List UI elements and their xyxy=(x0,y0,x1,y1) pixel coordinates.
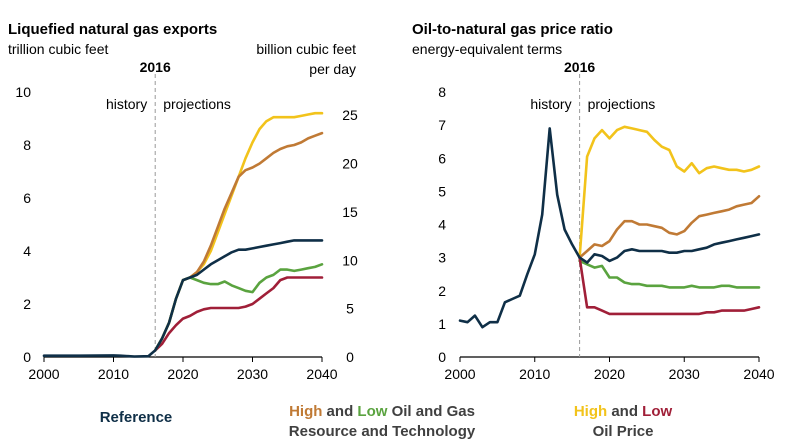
left-x-tick-label: 2000 xyxy=(28,366,59,382)
left-x-tick-label: 2040 xyxy=(306,366,337,382)
left-chart-title: Liquefied natural gas exports xyxy=(8,21,217,38)
left-y-right-tick-label: 0 xyxy=(346,349,354,365)
left-y-tick-label: 6 xyxy=(23,190,31,206)
legend-price-line1: High and Low xyxy=(548,402,698,422)
legend-resource-rest: Oil and Gas xyxy=(387,403,475,420)
right-history-label: history xyxy=(530,96,571,112)
left-series-low_price xyxy=(153,276,324,352)
right-chart-title: Oil-to-natural gas price ratio xyxy=(412,21,613,38)
left-divider-year: 2016 xyxy=(140,59,171,75)
left-projections-label: projections xyxy=(163,96,231,112)
legend-price-low: Low xyxy=(642,403,673,420)
right-x-tick-label: 2020 xyxy=(594,366,625,382)
legend-resource: High and Low Oil and Gas Resource and Te… xyxy=(262,402,502,442)
left-series-high_resource xyxy=(153,131,324,352)
left-chart: 2000 2010 2020 2030 2040 0 2 4 6 8 10 0 5 10 15 20 25 201… xyxy=(15,59,358,382)
right-y-tick-label: 0 xyxy=(438,349,446,365)
right-series-low_resource xyxy=(578,259,761,289)
left-y-axis-label: trillion cubic feet xyxy=(8,41,108,57)
right-y-tick-label: 1 xyxy=(438,316,446,332)
right-series-reference xyxy=(458,127,761,329)
left-x-tick-label: 2030 xyxy=(237,366,268,382)
left-series-reference xyxy=(42,239,324,358)
left-y-right-tick-label: 10 xyxy=(342,252,358,268)
left-y-tick-label: 2 xyxy=(23,296,31,312)
left-history-label: history xyxy=(106,96,147,112)
right-y-tick-label: 7 xyxy=(438,117,446,133)
right-y-tick-label: 5 xyxy=(438,183,446,199)
left-y-right-tick-label: 15 xyxy=(342,204,358,220)
left-y-tick-label: 0 xyxy=(23,349,31,365)
left-series-high_price xyxy=(153,111,324,352)
legend-reference-label: Reference xyxy=(99,409,173,426)
right-y-tick-label: 6 xyxy=(438,150,446,166)
left-y-tick-label: 4 xyxy=(23,243,31,259)
legend-price-line2: Oil Price xyxy=(592,423,654,440)
left-y-tick-label: 8 xyxy=(23,137,31,153)
legend-resource-and: and xyxy=(322,403,358,420)
legend-resource-high: High xyxy=(289,403,323,420)
right-projections-label: projections xyxy=(588,96,656,112)
legend-price: High and Low Oil Price xyxy=(548,402,698,442)
right-series-high_resource xyxy=(578,195,761,259)
right-x-tick-label: 2030 xyxy=(669,366,700,382)
right-x-tick-label: 2000 xyxy=(444,366,475,382)
right-divider-year: 2016 xyxy=(564,59,595,75)
right-x-tick-label: 2040 xyxy=(743,366,774,382)
left-right-axis-label-line2: per day xyxy=(309,61,356,77)
legend-price-high: High xyxy=(573,403,608,420)
legend-resource-line2: Resource and Technology xyxy=(288,423,476,440)
legend-reference: Reference xyxy=(80,408,192,428)
right-y-tick-label: 8 xyxy=(438,84,446,100)
right-x-tick-label: 2010 xyxy=(519,366,550,382)
right-series-low_price xyxy=(578,256,761,316)
legend-resource-line1: High and Low Oil and Gas xyxy=(262,402,502,422)
right-y-tick-label: 4 xyxy=(438,217,446,233)
right-chart: 2000 2010 2020 2030 2040 0 1 2 3 4 5 6 7 8 2016 history… xyxy=(438,59,775,382)
left-x-tick-label: 2020 xyxy=(167,366,198,382)
left-right-axis-label-line1: billion cubic feet xyxy=(256,41,356,57)
right-y-tick-label: 3 xyxy=(438,250,446,266)
left-y-tick-label: 10 xyxy=(15,84,31,100)
left-y-right-tick-label: 25 xyxy=(342,107,358,123)
right-series-high_price xyxy=(578,125,761,259)
left-y-right-tick-label: 20 xyxy=(342,156,358,172)
left-y-right-tick-label: 5 xyxy=(346,301,354,317)
legend-resource-low: Low xyxy=(357,403,388,420)
right-y-tick-label: 2 xyxy=(438,283,446,299)
left-x-tick-label: 2010 xyxy=(98,366,129,382)
legend-price-and: and xyxy=(607,403,643,420)
right-y-axis-label: energy-equivalent terms xyxy=(412,41,562,57)
